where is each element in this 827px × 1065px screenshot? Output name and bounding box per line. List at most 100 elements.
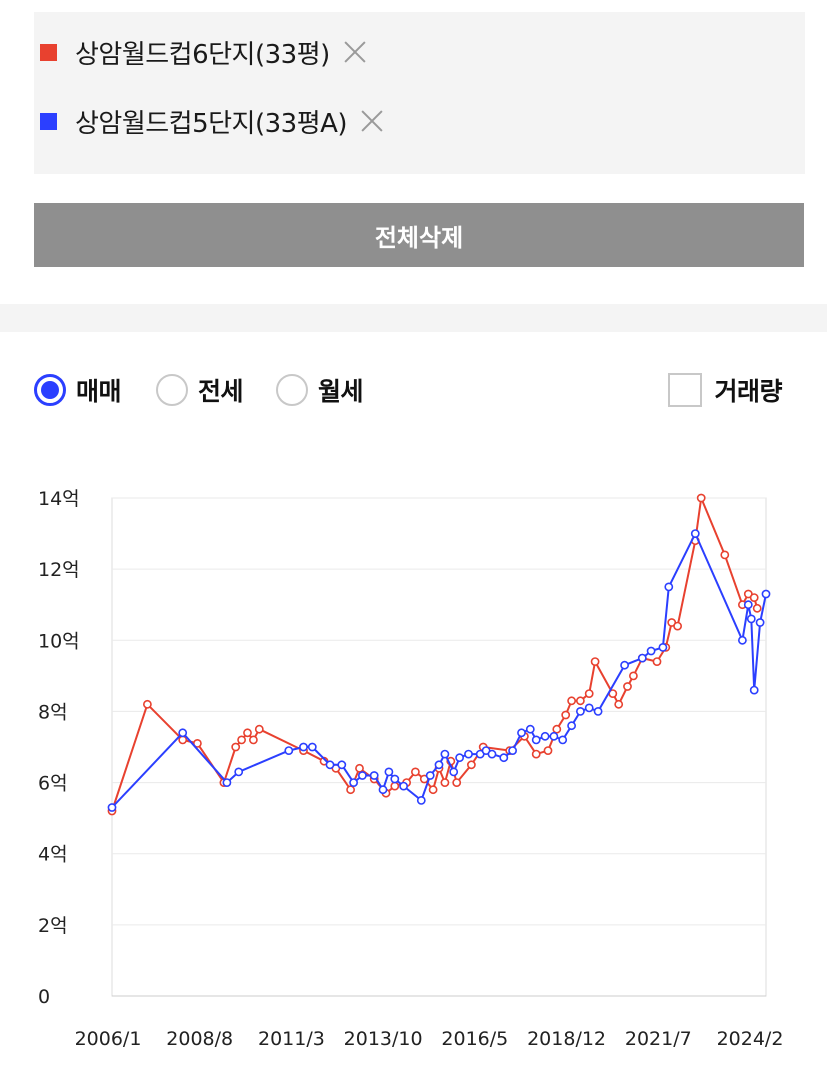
data-point: [525, 724, 535, 734]
data-point: [531, 735, 541, 745]
data-point: [399, 781, 408, 791]
data-point: [652, 657, 662, 666]
data-point: [425, 771, 435, 780]
compare-item: 상암월드컵6단지(33평): [40, 32, 370, 72]
data-point: [466, 760, 476, 770]
data-point: [517, 728, 526, 738]
data-point: [696, 493, 706, 503]
compare-item-label: 상암월드컵5단지(33평A): [75, 108, 348, 139]
data-point: [337, 760, 347, 770]
radio-monthly-rent[interactable]: 월세: [276, 372, 364, 408]
data-point: [192, 738, 202, 748]
data-point: [142, 699, 152, 709]
data-point: [107, 803, 117, 812]
data-point: [646, 646, 656, 656]
data-point: [623, 682, 632, 691]
data-point: [390, 781, 400, 791]
data-point: [614, 699, 624, 709]
series-color-swatch: [40, 112, 57, 130]
delete-all-button[interactable]: 전체삭제: [34, 203, 804, 267]
data-point: [231, 742, 241, 752]
data-point: [620, 660, 629, 670]
data-point: [567, 721, 576, 731]
data-point: [416, 795, 426, 805]
x-tick-label: 2008/8: [166, 1028, 233, 1050]
x-tick-label: 2018/12: [527, 1028, 606, 1050]
data-point: [428, 785, 438, 795]
data-point: [325, 760, 335, 770]
compare-item-label: 상암월드컵6단지(33평): [75, 39, 330, 70]
y-tick-label: 2억: [38, 915, 68, 937]
deal-type-controls: 매매 전세 월세 거래량: [34, 368, 794, 414]
radio-label: 매매: [76, 377, 122, 406]
x-tick-label: 2013/10: [344, 1028, 423, 1050]
data-point: [552, 724, 562, 734]
data-point: [761, 589, 771, 599]
data-point: [390, 774, 400, 784]
data-point: [410, 767, 420, 777]
series-color-swatch: [40, 43, 57, 61]
data-point: [755, 618, 765, 627]
data-point: [384, 767, 394, 777]
data-point: [178, 728, 188, 738]
y-tick-label: 14억: [38, 488, 80, 510]
data-point: [576, 696, 585, 706]
x-tick-label: 2024/2: [717, 1028, 784, 1050]
y-tick-label: 12억: [38, 559, 80, 581]
data-point: [567, 696, 576, 706]
y-tick-label: 6억: [38, 773, 68, 795]
data-point: [576, 706, 585, 716]
volume-label: 거래량: [714, 377, 782, 406]
data-point: [549, 731, 559, 741]
close-icon[interactable]: [340, 37, 370, 67]
close-icon[interactable]: [357, 106, 387, 136]
x-tick-label: 2021/7: [625, 1028, 692, 1050]
data-point: [584, 703, 594, 713]
data-point: [440, 778, 450, 787]
compare-item: 상암월드컵5단지(33평A): [40, 101, 387, 141]
data-point: [738, 635, 747, 645]
y-tick-label: 4억: [38, 844, 68, 866]
data-point: [543, 746, 553, 755]
volume-checkbox[interactable]: 거래량: [668, 372, 782, 408]
radio-button-icon: [156, 374, 188, 406]
data-point: [464, 749, 473, 759]
data-point: [349, 778, 358, 787]
data-point: [499, 753, 509, 763]
data-point: [561, 710, 571, 720]
data-point: [234, 767, 244, 777]
x-tick-label: 2016/5: [441, 1028, 508, 1050]
y-tick-label: 8억: [38, 701, 68, 723]
x-tick-label: 2011/3: [258, 1028, 325, 1050]
data-point: [720, 550, 730, 560]
data-point: [558, 735, 568, 745]
radio-sale[interactable]: 매매: [34, 372, 122, 408]
radio-label: 전세: [198, 377, 244, 406]
radio-label: 월세: [318, 377, 364, 406]
data-point: [584, 689, 594, 698]
data-point: [658, 642, 668, 652]
data-point: [222, 778, 232, 787]
data-point: [746, 614, 756, 624]
data-point: [307, 742, 317, 752]
data-point: [590, 657, 600, 666]
y-tick-label: 10억: [38, 630, 80, 652]
data-point: [243, 728, 252, 738]
data-point: [487, 749, 497, 759]
data-point: [440, 749, 450, 759]
compare-list: [34, 12, 805, 174]
data-point: [369, 771, 379, 780]
data-point: [629, 671, 638, 681]
data-point: [452, 778, 462, 787]
data-point: [752, 603, 762, 613]
data-point: [455, 753, 464, 763]
data-point: [254, 724, 264, 734]
radio-jeonse[interactable]: 전세: [156, 372, 244, 408]
data-point: [664, 582, 674, 592]
data-point: [357, 771, 367, 780]
data-point: [355, 763, 364, 773]
data-point: [346, 785, 355, 795]
data-point: [178, 735, 188, 745]
data-point: [749, 593, 759, 602]
data-point: [237, 735, 246, 745]
